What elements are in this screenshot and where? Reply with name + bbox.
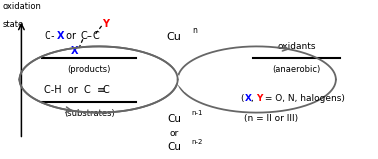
Text: (products): (products) [68, 65, 111, 73]
Text: or: or [169, 129, 178, 138]
Text: n-1: n-1 [191, 110, 203, 116]
Text: X: X [245, 94, 252, 103]
Text: oxidants: oxidants [277, 42, 316, 51]
Text: Cu: Cu [166, 32, 181, 42]
Text: or: or [63, 31, 76, 41]
Text: oxidation: oxidation [3, 2, 42, 11]
Text: ,: , [251, 94, 257, 103]
Text: state: state [3, 20, 24, 29]
Text: Y: Y [102, 19, 109, 29]
Text: n: n [192, 26, 197, 35]
Text: n-2: n-2 [191, 139, 203, 145]
Text: (n = II or III): (n = II or III) [243, 114, 298, 123]
Text: X: X [56, 31, 64, 41]
Text: X: X [71, 46, 78, 56]
Text: (anaerobic): (anaerobic) [272, 65, 321, 73]
Text: Cu: Cu [167, 142, 181, 152]
Text: C-H  or  C: C-H or C [44, 85, 91, 95]
Text: –: – [87, 31, 91, 41]
Text: (substrates): (substrates) [64, 109, 115, 118]
Text: C: C [92, 31, 99, 41]
Text: (: ( [240, 94, 243, 103]
Text: C-: C- [44, 31, 56, 41]
Text: C: C [81, 31, 87, 41]
Text: Y: Y [256, 94, 262, 103]
Text: Cu: Cu [167, 114, 181, 124]
Text: ≡: ≡ [97, 85, 105, 95]
Text: C: C [103, 85, 110, 95]
Text: = O, N, halogens): = O, N, halogens) [262, 94, 345, 103]
